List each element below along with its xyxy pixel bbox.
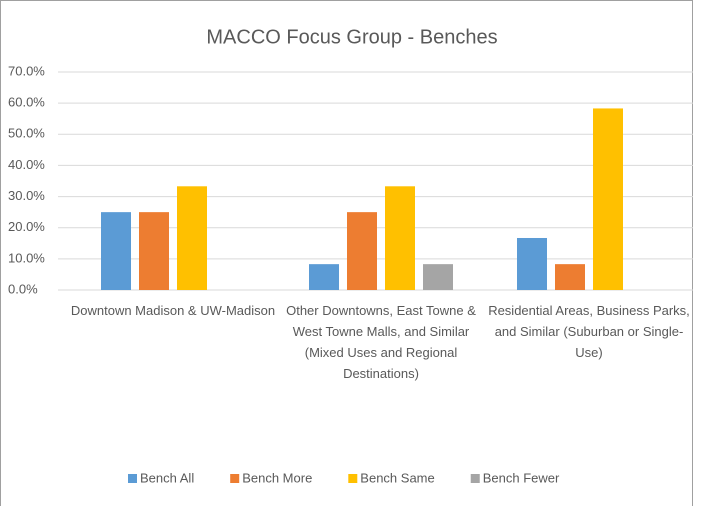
x-tick-label: Residential Areas, Business Parks, and S… <box>488 303 690 360</box>
y-tick-label: 0.0% <box>8 281 38 296</box>
legend-label: Bench All <box>140 470 194 485</box>
bar <box>347 212 377 290</box>
y-tick-label: 60.0% <box>8 95 45 110</box>
x-tick-label: Other Downtowns, East Towne & West Towne… <box>286 303 476 381</box>
x-tick-label: Downtown Madison & UW-Madison <box>70 303 276 318</box>
legend-swatch <box>348 474 358 483</box>
bar <box>555 264 585 290</box>
y-tick-label: 30.0% <box>8 188 45 203</box>
bar <box>593 108 623 291</box>
legend-label: Bench Fewer <box>483 470 560 485</box>
y-tick-label: 50.0% <box>8 126 45 141</box>
y-tick-label: 70.0% <box>8 63 45 78</box>
bar <box>309 264 339 290</box>
y-tick-label: 40.0% <box>8 157 45 172</box>
legend-swatch <box>128 474 137 483</box>
legend-swatch <box>470 474 480 483</box>
y-tick-label: 20.0% <box>8 219 45 234</box>
bar <box>101 212 131 290</box>
legend-swatch <box>230 474 240 483</box>
bar <box>517 237 547 290</box>
chart-title: MACCO Focus Group - Benches <box>206 26 497 48</box>
y-tick-label: 10.0% <box>8 250 45 265</box>
bar <box>423 264 453 290</box>
bar <box>385 186 415 290</box>
bar <box>139 212 169 290</box>
legend-label: Bench Same <box>360 470 434 485</box>
bar <box>177 186 207 290</box>
legend-label: Bench More <box>242 470 312 485</box>
